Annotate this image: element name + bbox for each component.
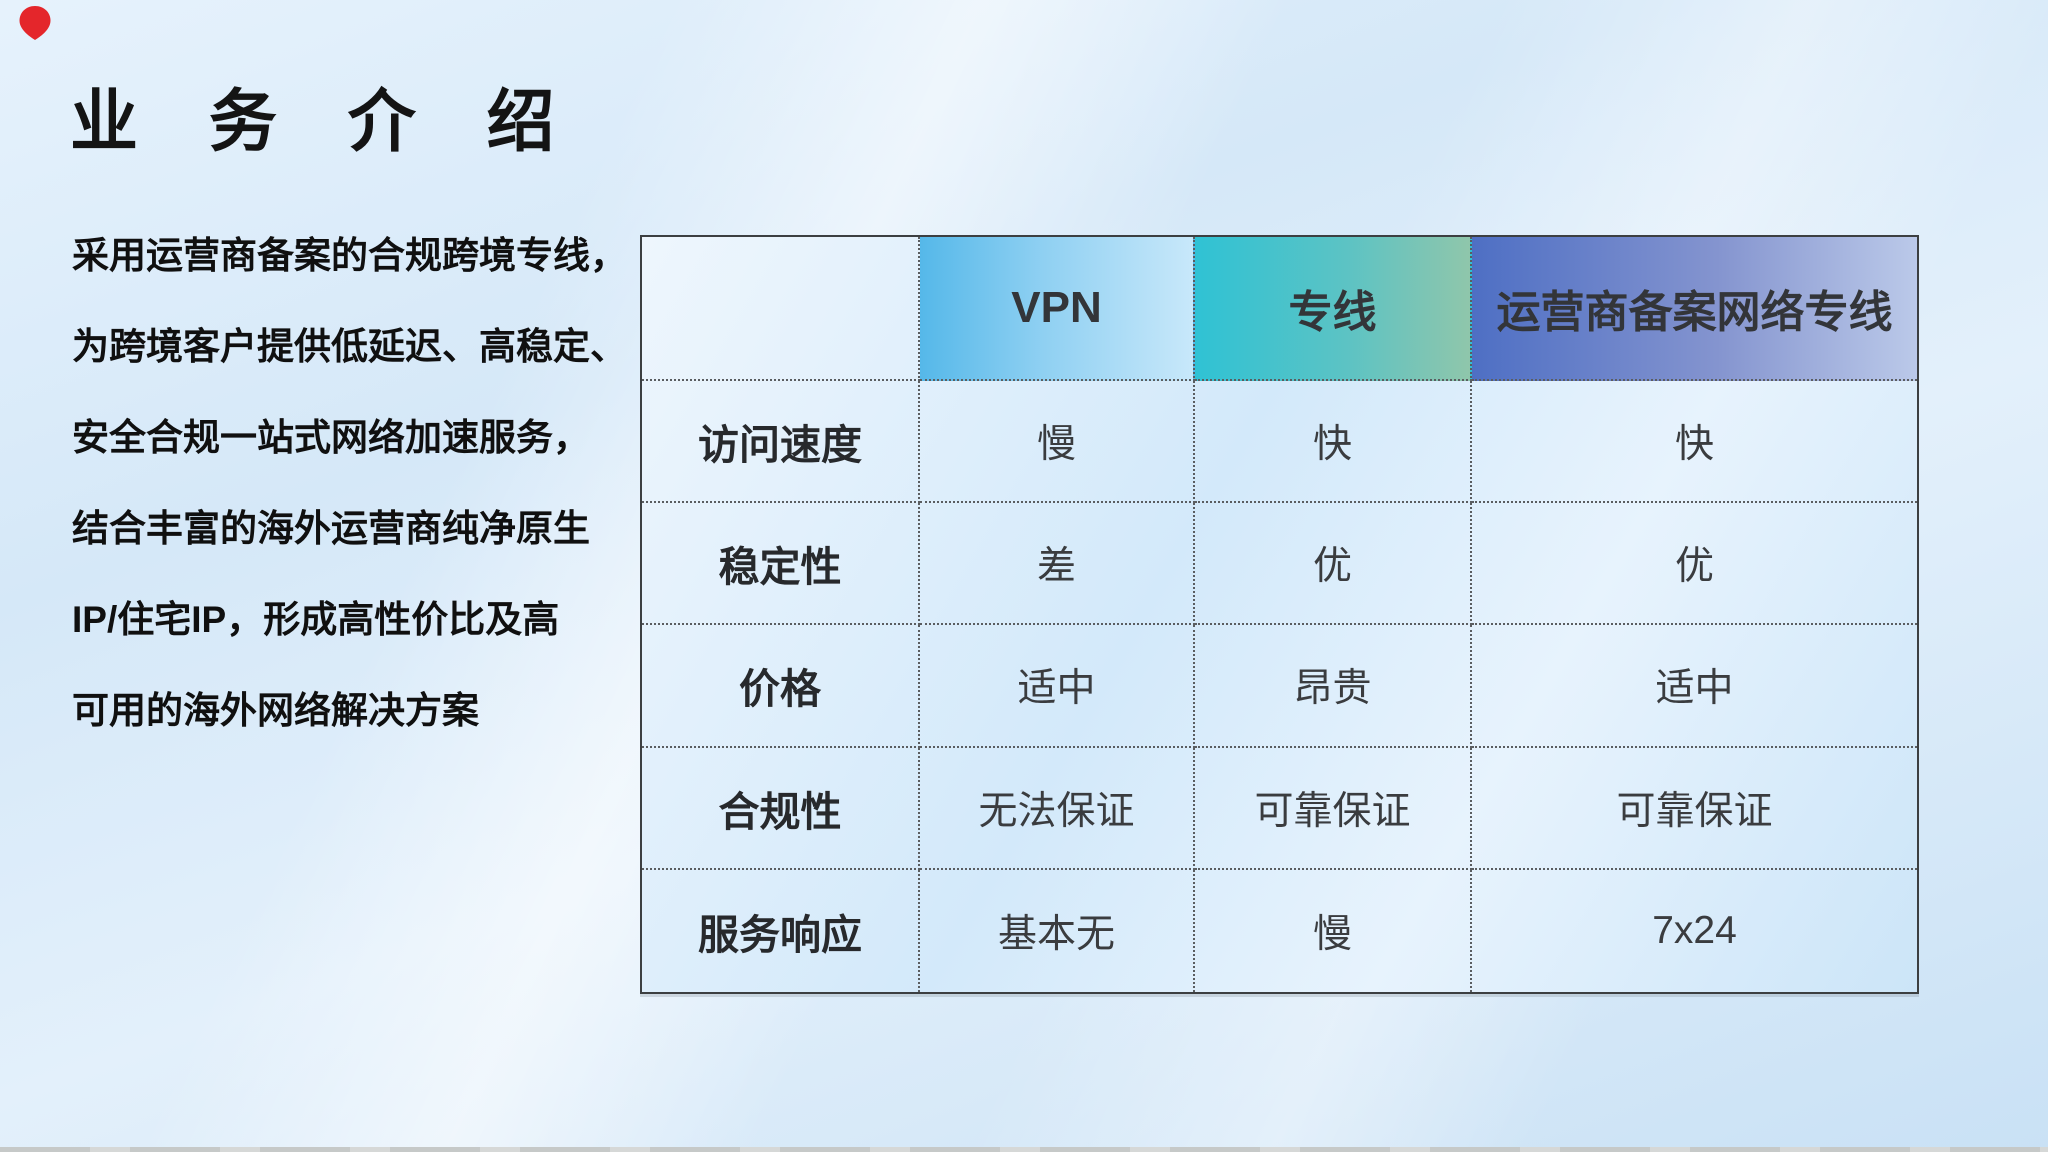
intro-line: 安全合规一站式网络加速服务，	[72, 417, 590, 458]
table-header-dedicated-line: 专线	[1195, 237, 1472, 381]
table-cell: 无法保证	[920, 747, 1195, 870]
table-cell: 优	[1472, 503, 1917, 626]
table-cell: 差	[920, 503, 1195, 626]
table-cell: 快	[1195, 381, 1472, 504]
table-cell: 基本无	[920, 869, 1195, 992]
intro-line: 为跨境客户提供低延迟、高稳定、	[72, 326, 627, 367]
intro-paragraph: 采用运营商备案的合规跨境专线， 为跨境客户提供低延迟、高稳定、 安全合规一站式网…	[72, 210, 652, 756]
bottom-edge-bar	[0, 1147, 2048, 1152]
table-cell: 适中	[920, 625, 1195, 748]
intro-line: IP/住宅IP，形成高性价比及高	[72, 599, 560, 640]
intro-line: 采用运营商备案的合规跨境专线，	[72, 235, 627, 276]
table-header-empty	[642, 237, 920, 381]
red-pin-icon	[19, 6, 51, 40]
table-cell: 可靠保证	[1472, 748, 1917, 870]
intro-line: 结合丰富的海外运营商纯净原生	[72, 508, 590, 549]
row-label-access-speed: 访问速度	[642, 381, 920, 504]
page-title: 业 务 介 绍	[70, 84, 581, 160]
table-header-carrier-line: 运营商备案网络专线	[1472, 237, 1917, 381]
table-cell: 7x24	[1652, 908, 1737, 952]
row-label-stability: 稳定性	[642, 503, 920, 626]
table-cell: 适中	[1472, 625, 1917, 748]
table-cell: 可靠保证	[1195, 747, 1472, 870]
row-label-service-response: 服务响应	[642, 869, 920, 992]
table-header-vpn: VPN	[920, 237, 1195, 381]
comparison-table: VPN 专线 运营商备案网络专线 访问速度 慢 快 快 稳定性 差 优 优 价格…	[640, 235, 1919, 994]
table-cell: 快	[1472, 381, 1917, 504]
row-label-price: 价格	[642, 625, 920, 748]
table-cell: 慢	[1195, 869, 1472, 992]
intro-line: 可用的海外网络解决方案	[72, 690, 479, 731]
table-cell: 昂贵	[1195, 625, 1472, 748]
table-cell: 慢	[920, 381, 1195, 504]
row-label-compliance: 合规性	[642, 747, 920, 870]
table-cell: 优	[1195, 503, 1472, 626]
